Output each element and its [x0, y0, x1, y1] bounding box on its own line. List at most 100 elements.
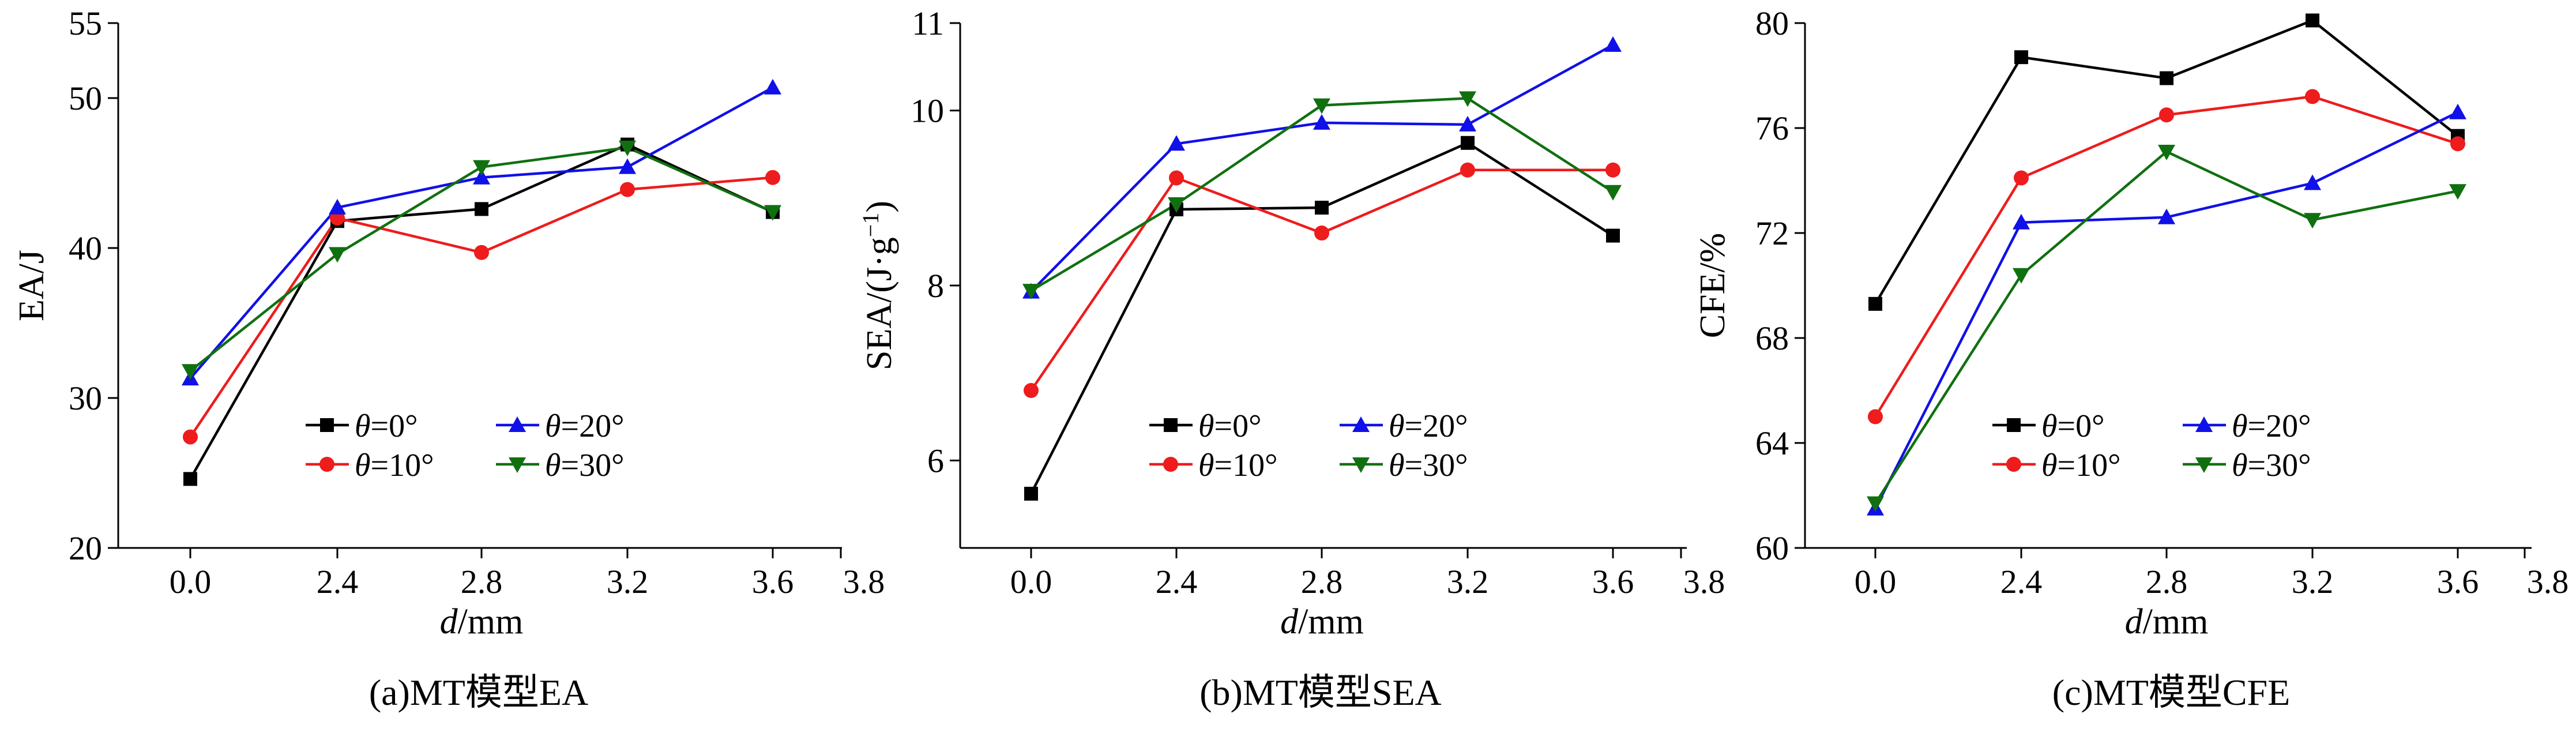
data-point-series-3	[329, 198, 346, 215]
x-axis-label-var: d	[2125, 602, 2143, 641]
legend-value: =0°	[371, 408, 418, 444]
y-tick-label: 40	[69, 230, 102, 267]
data-point-series-2	[2450, 136, 2465, 152]
data-point-series-1	[1461, 136, 1475, 150]
chart-panel-3: 60 64 68 72 76 80 0.0 2.4 2.8 3.2 3.6 3.8 d/mm CFE/% (…	[1693, 5, 2569, 713]
series-line-4	[1874, 150, 2458, 504]
data-point-series-2	[2159, 107, 2174, 123]
data-point-series-3	[1604, 36, 1622, 52]
x-tick-label: 3.8	[843, 563, 885, 600]
y-axis-label-text: SEA/(J·g	[860, 237, 899, 370]
legend-theta: θ	[545, 448, 561, 483]
legend-label: θ=0°	[355, 408, 418, 444]
legend-value: =30°	[2248, 448, 2311, 483]
legend-value: =20°	[1405, 408, 1468, 444]
data-point-series-4	[2013, 268, 2030, 284]
data-point-series-1	[1606, 228, 1620, 243]
x-tick-label: 2.8	[2146, 563, 2188, 600]
data-point-series-4	[329, 247, 346, 263]
x-tick-label: 2.8	[461, 563, 503, 600]
legend-marker	[509, 457, 526, 473]
x-tick-label: 3.6	[1592, 563, 1634, 600]
legend-label: θ=10°	[355, 448, 434, 483]
data-point-series-2	[1024, 383, 1039, 398]
data-point-series-4	[2158, 144, 2175, 160]
panel-caption: (c)MT模型CFE	[2052, 672, 2290, 713]
data-point-series-4	[1604, 185, 1622, 201]
data-point-series-2	[1314, 226, 1329, 241]
data-point-series-1	[475, 202, 488, 216]
legend-label: θ=30°	[545, 448, 625, 483]
legend-theta: θ	[1389, 448, 1405, 483]
x-tick-label: 3.8	[1683, 563, 1725, 600]
y-axis-label-sup: −1	[858, 213, 883, 238]
x-tick-label: 2.4	[317, 563, 359, 600]
data-point-series-3	[1459, 115, 1476, 132]
legend-marker	[320, 418, 334, 432]
y-tick-label: 20	[69, 529, 102, 567]
y-tick-label: 76	[1755, 110, 1789, 147]
y-tick-label: 30	[69, 380, 102, 417]
x-tick-label: 2.4	[1156, 563, 1198, 600]
legend-value: =20°	[2248, 408, 2311, 444]
legend: θ=0° θ=20°θ=10° θ=30°	[1992, 408, 2311, 483]
legend-marker	[1352, 416, 1370, 432]
x-axis-label-unit: /mm	[2143, 602, 2209, 641]
x-tick-label: 3.2	[2292, 563, 2334, 600]
chart-panel-2: 6 8 10 11 0.0 2.4 2.8 3.2 3.6 3.8 d/mm SEA/(J·g−1) (…	[858, 5, 1725, 713]
legend-marker	[2195, 457, 2213, 473]
legend-marker	[1163, 457, 1178, 472]
y-tick-label: 50	[69, 80, 102, 117]
legend-marker	[2195, 416, 2213, 432]
data-point-series-4	[182, 364, 199, 380]
legend-marker	[1352, 457, 1370, 473]
series-line-1	[1874, 19, 2459, 305]
legend-value: =30°	[1405, 448, 1468, 483]
data-point-series-4	[2304, 213, 2321, 229]
data-point-series-4	[764, 205, 781, 221]
chart-panel-1: 20 30 40 50 55 0.0 2.4 2.8 3.2 3.6 3.8 d/mm EA/J (a)M…	[12, 5, 885, 713]
legend-label: θ=20°	[2232, 408, 2311, 444]
x-tick-label: 0.0	[1855, 563, 1897, 600]
legend-theta: θ	[2041, 408, 2058, 444]
data-point-series-2	[1460, 162, 1475, 178]
series-line-1	[1029, 141, 1614, 494]
data-point-series-1	[1024, 486, 1038, 501]
data-point-series-3	[1168, 135, 1185, 151]
legend-label: θ=30°	[1389, 448, 1468, 483]
data-point-series-4	[2449, 184, 2466, 200]
x-tick-label: 3.2	[1447, 563, 1489, 600]
legend-theta: θ	[2041, 448, 2058, 483]
y-tick-label: 80	[1755, 5, 1789, 42]
legend-label: θ=10°	[1198, 448, 1278, 483]
series-line-1	[189, 143, 773, 480]
legend-theta: θ	[355, 448, 371, 483]
legend-marker	[319, 457, 334, 472]
x-tick-label: 2.4	[2000, 563, 2043, 600]
y-tick-label: 8	[927, 267, 944, 305]
data-point-series-1	[183, 472, 197, 486]
x-tick-label: 0.0	[170, 563, 212, 600]
legend: θ=0° θ=20°θ=10° θ=30°	[1149, 408, 1468, 483]
data-point-series-4	[619, 140, 636, 156]
data-point-series-3	[473, 168, 490, 185]
data-point-series-1	[2160, 71, 2173, 85]
x-axis-label-unit: /mm	[458, 602, 524, 641]
y-tick-label: 72	[1755, 215, 1789, 252]
x-tick-label: 3.6	[2437, 563, 2479, 600]
data-point-series-4	[473, 160, 490, 176]
y-axis-label-close: )	[860, 201, 899, 213]
y-tick-label: 6	[927, 442, 944, 479]
legend-label: θ=20°	[545, 408, 625, 444]
legend-marker	[1164, 418, 1178, 432]
legend-value: =0°	[1214, 408, 1262, 444]
legend-value: =20°	[561, 408, 625, 444]
data-point-series-1	[1868, 296, 1882, 311]
y-axis-label-text: EA/J	[12, 250, 51, 321]
x-axis-label-var: d	[440, 602, 458, 641]
x-tick-label: 3.8	[2527, 563, 2569, 600]
legend-theta: θ	[2232, 448, 2248, 483]
data-point-series-3	[2013, 213, 2030, 230]
legend-value: =10°	[371, 448, 434, 483]
